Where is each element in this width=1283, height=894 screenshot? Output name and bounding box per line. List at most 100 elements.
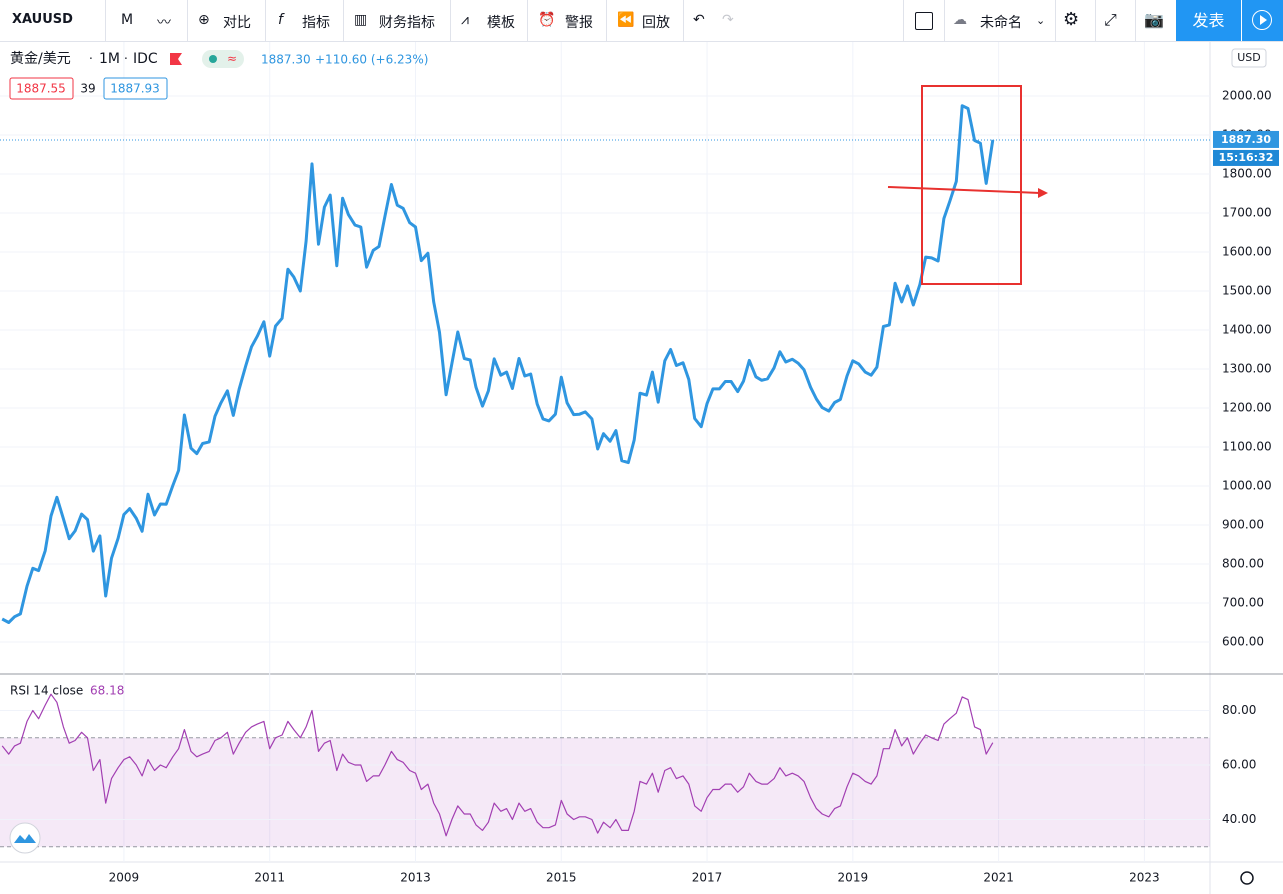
y-tick-label: 1200.00 [1222,401,1272,415]
y-tick-label: 1800.00 [1222,166,1272,180]
separator [944,0,945,41]
bid-box [9,77,74,100]
rsi-title: RSI 14 close [10,684,83,698]
series-line [1,104,995,624]
fullscreen-box[interactable] [915,12,933,30]
icon: ▥ [354,12,368,28]
rsi-band [0,737,1210,847]
separator [527,0,528,41]
status-icon: ≈ [227,52,237,66]
y-tick-label: 1000.00 [1222,479,1272,493]
y-tick-label: 600.00 [1222,635,1264,649]
highlight-box [921,85,1022,285]
interval-button[interactable]: M [121,12,134,28]
y-tick-label: 1400.00 [1222,323,1272,337]
x-tick-label: 2011 [254,871,285,885]
alerts-button[interactable]: 警报 [565,15,593,31]
separator [105,0,106,41]
bid: 1887.55 [16,82,66,96]
y-tick-label: 60.00 [1222,758,1256,772]
separator [343,0,344,41]
ask-box [103,77,168,100]
publish-button[interactable]: 发表 [1176,0,1241,41]
x-tick-label: 2019 [838,871,869,885]
settings-button[interactable]: ⚙ [1063,9,1080,30]
price-tag [1213,130,1279,148]
toolbar: XAUUSD M 〰 ⊕ 对比 f 指标 ▥ 财务指标 ⩘ 模板 ⏰ 警报 ⏪ … [0,0,1283,42]
status-dot [209,55,217,63]
separator [1055,0,1056,41]
ask: 1887.93 [110,82,160,96]
symbol[interactable]: XAUUSD [12,12,73,27]
y-tick-label: 700.00 [1222,596,1264,610]
y-tick-label: 1300.00 [1222,362,1272,376]
x-tick-label: 2021 [983,871,1014,885]
separator [187,0,188,41]
cloud-icon: ☁ [953,12,967,28]
logo-icon [14,834,36,843]
compare-button[interactable]: 对比 [223,15,251,31]
settings-icon[interactable] [1240,871,1254,885]
interval: 1M [99,51,120,67]
price-tag-label: 1887.30 [1221,133,1271,146]
separator [265,0,266,41]
legend-price: 1887.30 [261,53,311,67]
icon: ⊕ [198,12,210,28]
chart-type-icon[interactable]: 〰 [157,15,171,31]
snapshot-button[interactable]: 📷 [1144,10,1164,29]
y-tick-label: 1500.00 [1222,284,1272,298]
x-tick-label: 2017 [692,871,723,885]
replay-button[interactable]: 回放 [642,15,670,31]
separator [1135,0,1136,41]
y-tick-label: 1600.00 [1222,245,1272,259]
undo[interactable]: ↶ [693,12,705,28]
icon: ⏰ [538,12,556,28]
y-tick-label: 40.00 [1222,812,1256,826]
rsi-value: 68.18 [90,684,124,698]
x-tick-label: 2009 [109,871,140,885]
layout-name[interactable]: 未命名 [980,15,1022,31]
legend-change: +110.60 (+6.23%) [315,53,428,67]
separator [450,0,451,41]
icon: f [278,12,283,28]
separator [606,0,607,41]
icon: ⩘ [461,12,469,28]
x-tick-label: 2015 [546,871,577,885]
time-tag-label: 15:16:32 [1219,151,1274,164]
currency: USD [1237,51,1261,64]
source: IDC [133,51,158,67]
x-tick-label: 2013 [400,871,431,885]
y-tick-label: 80.00 [1222,703,1256,717]
separator [683,0,684,41]
logo[interactable] [9,822,41,854]
time-tag [1213,149,1279,166]
redo[interactable]: ↷ [722,12,734,28]
dot: · [89,52,93,66]
arrow [887,186,1041,194]
separator [1095,0,1096,41]
y-tick-label: 900.00 [1222,518,1264,532]
status-pill [202,50,244,68]
play-button[interactable] [1242,0,1283,41]
indicators-button[interactable]: 指标 [302,15,330,31]
y-tick-label: 800.00 [1222,557,1264,571]
x-tick-label: 2023 [1129,871,1160,885]
symbol-name: 黄金/美元 [10,50,71,67]
y-tick-label: 1700.00 [1222,205,1272,219]
expand-button[interactable]: ⤢ [1104,10,1117,29]
currency-box [1231,48,1267,68]
series-line [1,693,994,837]
chevron[interactable]: ⌄ [1036,14,1046,27]
icon: ⏪ [617,12,635,28]
y-tick-label: 2000.00 [1222,88,1272,102]
dot: · [124,52,128,66]
financials-button[interactable]: 财务指标 [379,15,435,31]
flag-icon [170,53,182,65]
spread: 39 [80,82,95,96]
templates-button[interactable]: 模板 [487,15,515,31]
separator [903,0,904,41]
arrow-head [1038,188,1048,198]
y-tick-label: 1100.00 [1222,440,1272,454]
